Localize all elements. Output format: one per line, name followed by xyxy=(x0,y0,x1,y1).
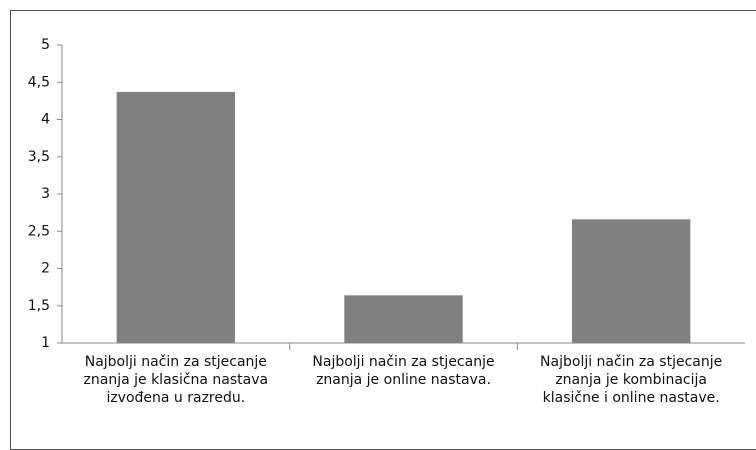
chart: 1 1,5 2 2,5 3 3,5 4 4,5 5 xyxy=(28,37,745,351)
bar xyxy=(344,295,463,343)
y-tick-label: 3,5 xyxy=(28,149,50,165)
y-tick-label: 5 xyxy=(41,37,50,53)
x-tick-label: Najbolji način za stjecanje znanja je ko… xyxy=(540,354,723,406)
y-tick-label: 2 xyxy=(41,261,50,277)
bar xyxy=(571,219,691,343)
y-tick-label: 1 xyxy=(41,335,50,351)
y-tick-label: 1,5 xyxy=(28,298,50,314)
y-tick-label: 4 xyxy=(41,112,50,128)
y-tick-label: 4,5 xyxy=(28,74,50,90)
x-tick-label: Najbolji način za stjecanje znanja je on… xyxy=(312,354,495,388)
y-tick-label: 2,5 xyxy=(28,223,50,239)
bar xyxy=(116,91,236,343)
page: {"chart_data": {"type": "bar", "categori… xyxy=(10,10,756,450)
y-tick-label: 3 xyxy=(41,186,50,202)
x-tick-label: Najbolji način za stjecanje znanja je kl… xyxy=(83,354,269,406)
